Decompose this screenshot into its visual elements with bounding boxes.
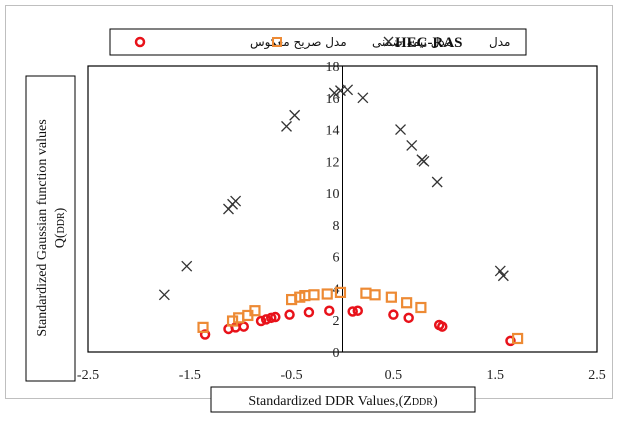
data-point-square xyxy=(308,289,320,301)
y-label-line2-sub: DDR xyxy=(56,212,67,233)
data-point-x xyxy=(406,139,418,151)
data-point-x xyxy=(281,120,292,132)
data-point-x xyxy=(395,124,406,136)
legend-item-x: HEC-RAS مدل xyxy=(383,35,510,51)
y-label-line2-start: Q( xyxy=(53,233,68,248)
y-tick-label: 14 xyxy=(326,124,340,139)
x-label-box xyxy=(210,386,476,413)
data-point-x xyxy=(181,260,193,272)
data-point-circle xyxy=(347,306,358,317)
y-axis-label-line2: Q(DDR) xyxy=(53,207,68,248)
data-point-circle xyxy=(303,307,315,318)
x-tick-label: 1.5 xyxy=(486,368,504,383)
data-point-square xyxy=(197,321,209,333)
data-point-square xyxy=(385,291,397,303)
data-point-square xyxy=(321,288,333,300)
data-point-circle xyxy=(505,335,516,347)
x-axis-label: Standardized DDR Values,(ZDDR) xyxy=(248,394,438,409)
legend-label-x-prefix: مدل xyxy=(489,35,510,49)
data-point-circle xyxy=(437,321,448,332)
x-tick-labels: -2.5 -1.5 -0.5 0.5 1.5 2.5 xyxy=(77,368,606,383)
x-tick-label: -2.5 xyxy=(77,368,99,383)
legend-x-marker xyxy=(383,36,394,47)
data-point-x xyxy=(342,84,354,96)
y-axis-label-line1: Standardized Gaussian function values xyxy=(35,119,50,336)
y-tick-label: 0 xyxy=(333,346,340,361)
legend-label-circle: مدل صریح معکوس xyxy=(250,35,347,50)
x-label-start: Standardized DDR Values,(Z xyxy=(248,394,411,409)
data-point-x xyxy=(230,195,242,207)
x-tick-label: -1.5 xyxy=(179,368,201,383)
x-tick-label: 2.5 xyxy=(588,368,606,383)
y-tick-label: 8 xyxy=(333,219,340,234)
y-tick-label: 12 xyxy=(326,155,340,170)
data-point-square xyxy=(369,289,381,301)
data-point-x xyxy=(494,265,506,277)
data-point-x xyxy=(328,87,340,99)
x-label-end: ) xyxy=(433,394,438,409)
data-point-square xyxy=(334,286,347,299)
y-tick-label: 18 xyxy=(326,60,340,75)
data-marks xyxy=(158,84,524,347)
data-point-circle xyxy=(352,305,364,316)
data-point-x xyxy=(158,289,170,301)
data-point-circle xyxy=(284,309,295,320)
legend-circle-marker xyxy=(134,36,146,48)
data-point-circle xyxy=(255,315,267,327)
data-point-circle xyxy=(403,312,414,324)
data-point-square xyxy=(233,312,245,324)
data-point-square xyxy=(249,305,261,317)
x-label-sub: DDR xyxy=(412,397,433,408)
data-point-circle xyxy=(199,329,211,340)
y-label-line2-end: ) xyxy=(53,207,68,212)
data-point-x xyxy=(418,155,430,167)
legend-label-x-bold: HEC-RAS xyxy=(395,35,463,51)
data-point-square xyxy=(511,332,524,345)
data-point-x xyxy=(357,92,369,104)
y-tick-label: 2 xyxy=(333,314,340,329)
data-point-circle xyxy=(238,321,250,332)
legend-square-marker xyxy=(272,37,282,47)
data-point-square xyxy=(360,287,372,299)
data-point-x xyxy=(289,109,301,121)
x-tick-label: -0.5 xyxy=(281,368,303,383)
data-point-circle xyxy=(324,305,335,316)
data-point-square xyxy=(415,301,427,314)
y-label-box xyxy=(25,75,76,382)
data-point-x xyxy=(497,270,509,282)
x-tick-label: 0.5 xyxy=(385,368,403,383)
y-tick-label: 10 xyxy=(326,187,340,202)
data-point-square xyxy=(401,297,413,309)
data-point-circle xyxy=(260,314,272,325)
data-point-x xyxy=(431,176,443,188)
legend-box xyxy=(109,28,527,56)
data-point-circle xyxy=(388,309,399,320)
y-tick-label: 6 xyxy=(333,251,340,266)
data-point-square xyxy=(226,315,239,327)
data-point-circle xyxy=(270,311,281,323)
